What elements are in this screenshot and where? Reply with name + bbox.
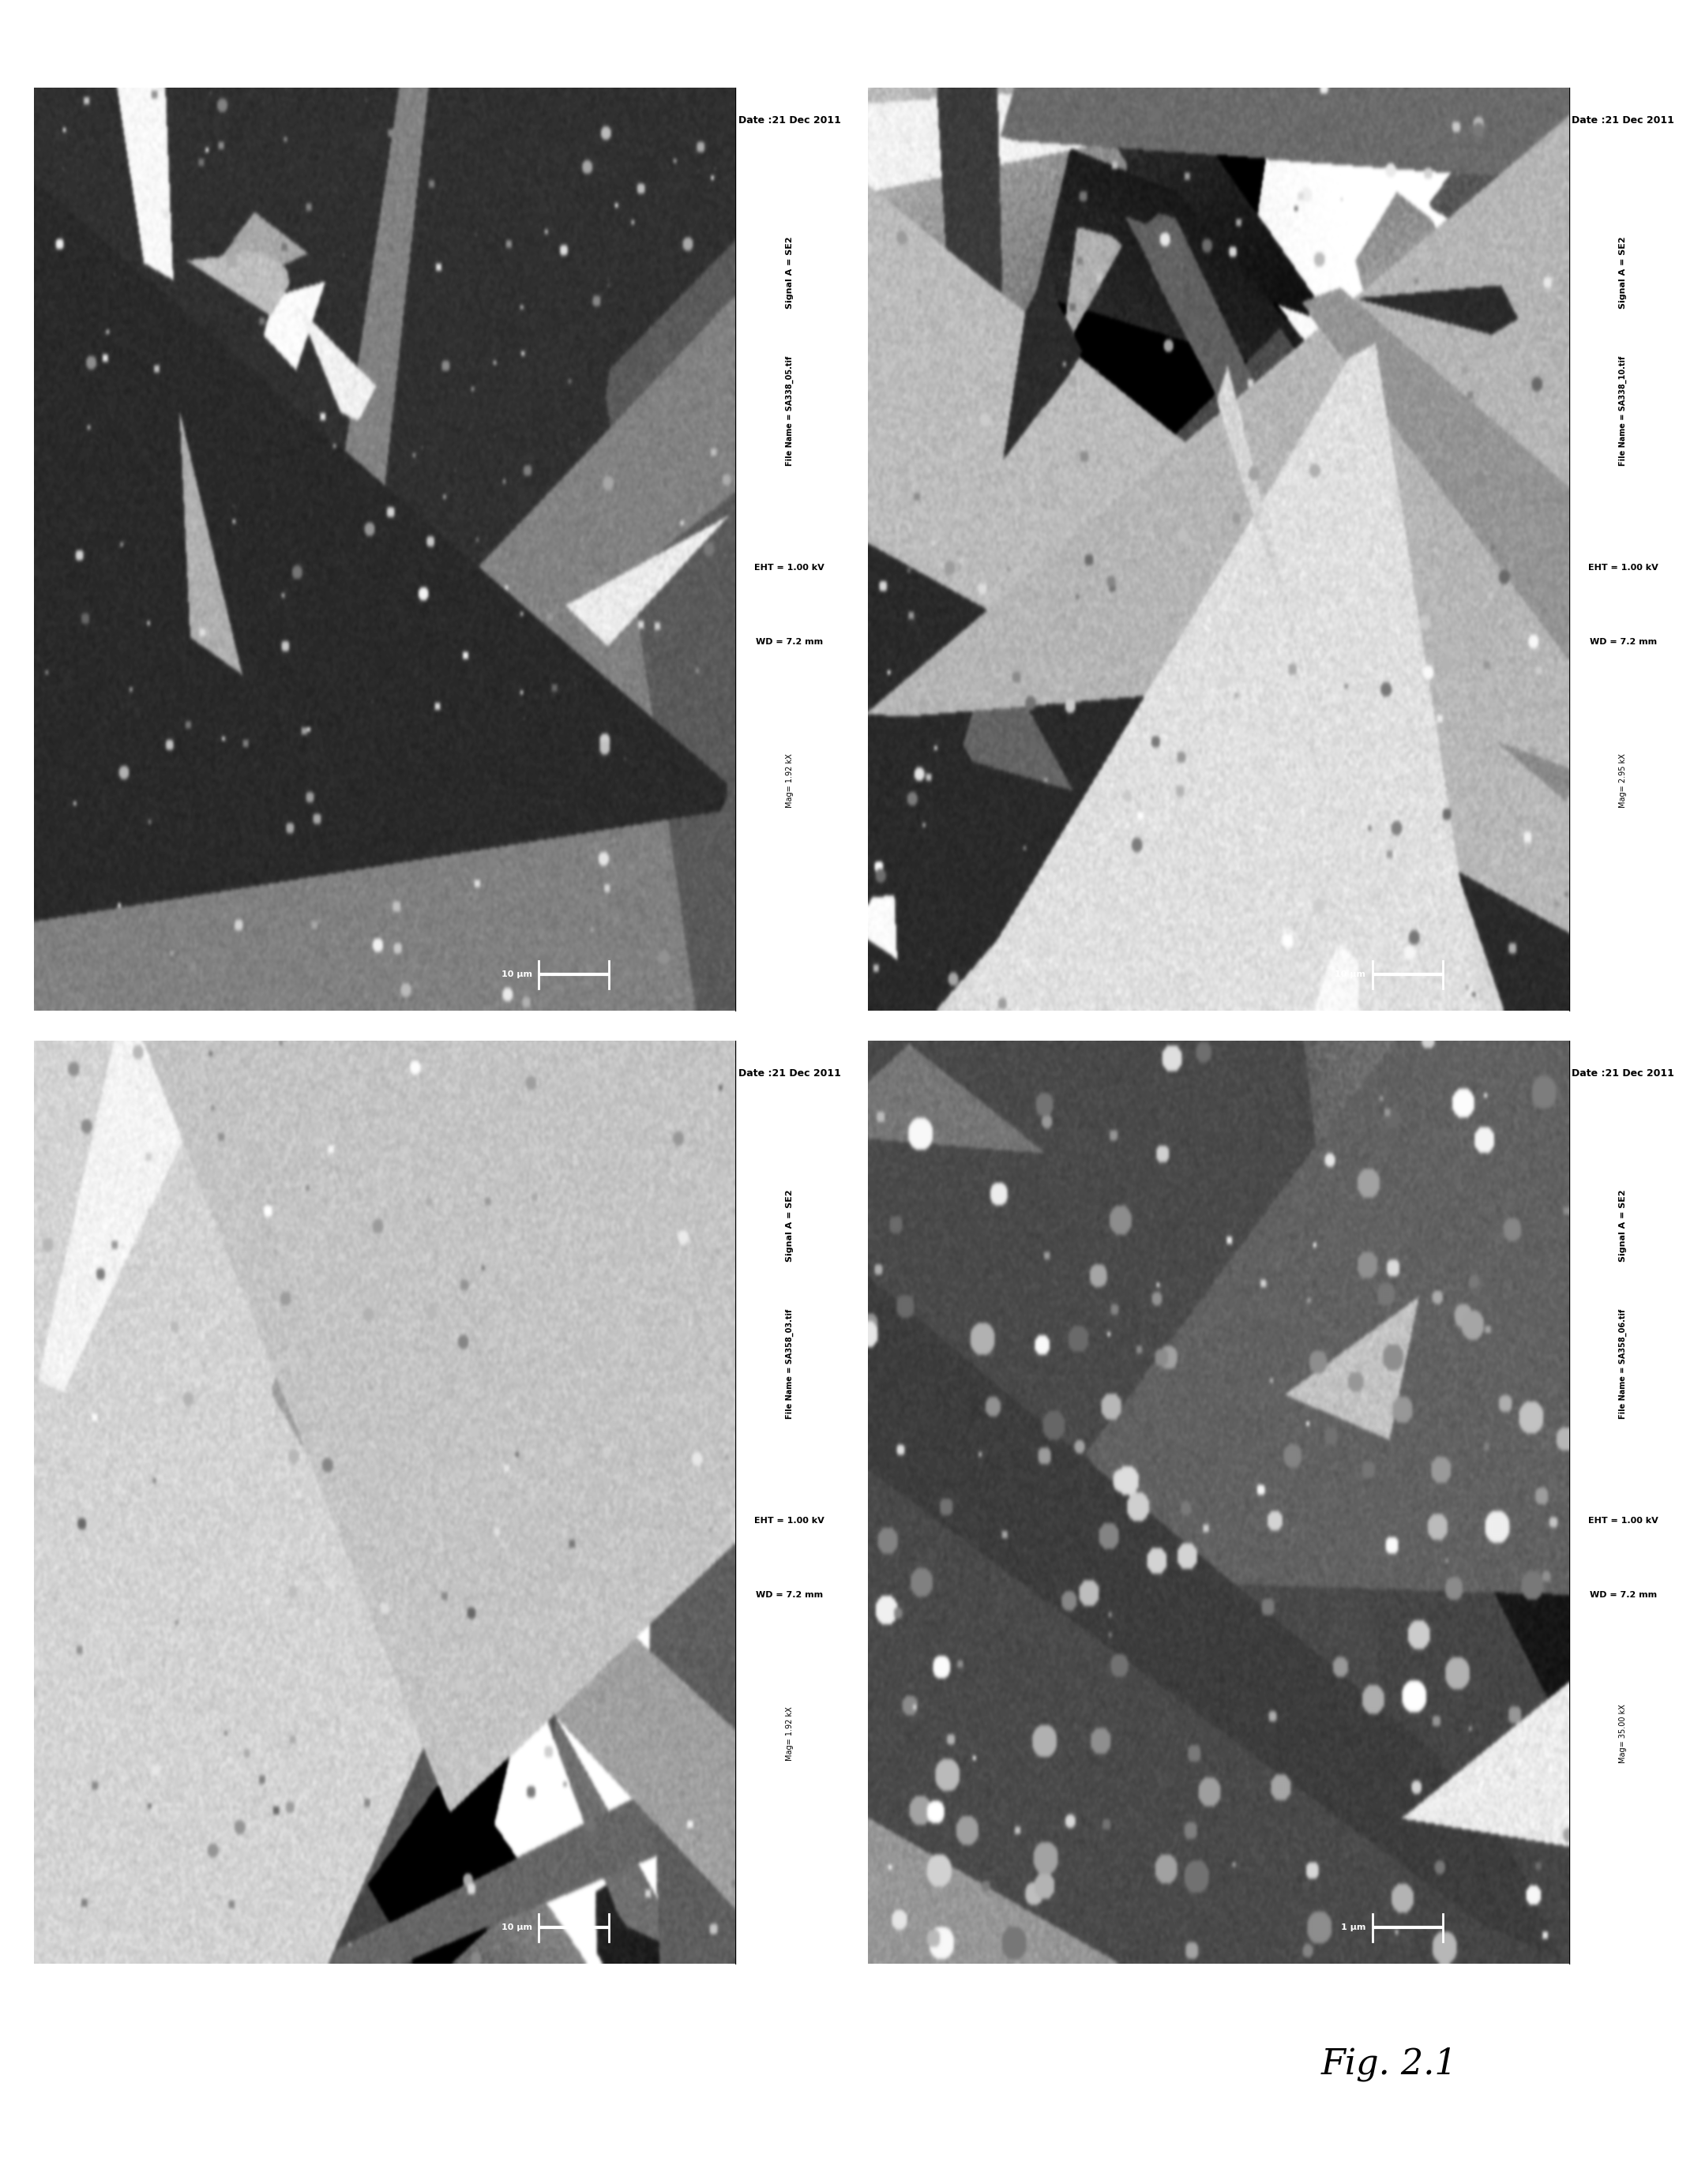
Text: File Name = SA338_10.tif: File Name = SA338_10.tif [1619,356,1628,465]
Text: 1 μm: 1 μm [1342,1924,1365,1931]
Text: Mag= 2.95 kX: Mag= 2.95 kX [1619,753,1626,808]
Text: Fig. 2.1: Fig. 2.1 [1321,2046,1457,2081]
Text: Signal A = SE2: Signal A = SE2 [1619,1188,1626,1262]
Text: Signal A = SE2: Signal A = SE2 [1619,236,1626,308]
Text: Mag= 35.00 kX: Mag= 35.00 kX [1619,1704,1626,1762]
Text: WD = 7.2 mm: WD = 7.2 mm [756,1590,823,1599]
Text: Signal A = SE2: Signal A = SE2 [786,236,793,308]
Text: Mag= 1.92 kX: Mag= 1.92 kX [786,1706,793,1760]
Text: 10 μm: 10 μm [501,970,532,978]
Text: File Name = SA358_06.tif: File Name = SA358_06.tif [1619,1308,1628,1420]
Text: 10 μm: 10 μm [1335,970,1365,978]
Text: Date :21 Dec 2011: Date :21 Dec 2011 [1572,116,1674,124]
Text: WD = 7.2 mm: WD = 7.2 mm [1589,638,1657,646]
Text: EHT = 1.00 kV: EHT = 1.00 kV [754,1518,825,1524]
Text: WD = 7.2 mm: WD = 7.2 mm [1589,1590,1657,1599]
Text: EHT = 1.00 kV: EHT = 1.00 kV [1587,1518,1658,1524]
Text: Mag= 1.92 kX: Mag= 1.92 kX [786,753,793,808]
Text: Signal A = SE2: Signal A = SE2 [786,1188,793,1262]
Text: Date :21 Dec 2011: Date :21 Dec 2011 [739,116,840,124]
Text: WD = 7.2 mm: WD = 7.2 mm [756,638,823,646]
Text: Date :21 Dec 2011: Date :21 Dec 2011 [1572,1068,1674,1079]
Text: File Name = SA338_05.tif: File Name = SA338_05.tif [786,356,793,465]
Text: EHT = 1.00 kV: EHT = 1.00 kV [754,563,825,572]
Text: File Name = SA358_03.tif: File Name = SA358_03.tif [786,1308,793,1420]
Text: Date :21 Dec 2011: Date :21 Dec 2011 [739,1068,840,1079]
Text: EHT = 1.00 kV: EHT = 1.00 kV [1587,563,1658,572]
Text: 10 μm: 10 μm [501,1924,532,1931]
